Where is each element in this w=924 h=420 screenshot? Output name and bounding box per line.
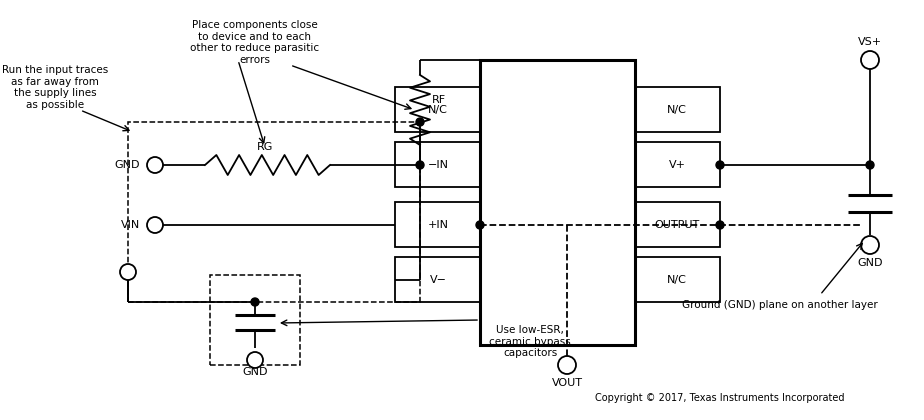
Text: N/C: N/C [428, 105, 448, 115]
Circle shape [716, 221, 724, 229]
Bar [395, 257, 480, 302]
Bar [635, 202, 720, 247]
Circle shape [147, 157, 163, 173]
Bar [395, 142, 480, 187]
Circle shape [861, 236, 879, 254]
Text: GND: GND [857, 258, 882, 268]
Circle shape [476, 221, 484, 229]
Text: +IN: +IN [428, 220, 448, 230]
Circle shape [147, 217, 163, 233]
Text: VIN: VIN [121, 220, 140, 230]
Text: Copyright © 2017, Texas Instruments Incorporated: Copyright © 2017, Texas Instruments Inco… [595, 393, 845, 403]
Text: N/C: N/C [667, 275, 687, 285]
Text: Place components close
to device and to each
other to reduce parasitic
errors: Place components close to device and to … [190, 20, 320, 65]
Text: −IN: −IN [428, 160, 448, 170]
Circle shape [416, 161, 424, 169]
Text: GND: GND [242, 367, 268, 377]
Bar [128, 122, 420, 302]
Text: V+: V+ [668, 160, 686, 170]
Circle shape [866, 161, 874, 169]
Text: Run the input traces
as far away from
the supply lines
as possible: Run the input traces as far away from th… [2, 65, 108, 110]
Circle shape [861, 51, 879, 69]
Bar [635, 257, 720, 302]
Circle shape [558, 356, 576, 374]
Bar [395, 87, 480, 132]
Circle shape [416, 118, 424, 126]
Bar [210, 275, 300, 365]
Bar [480, 60, 635, 345]
Circle shape [247, 352, 263, 368]
Text: RG: RG [257, 142, 274, 152]
Bar [395, 202, 480, 247]
Text: V−: V− [430, 275, 446, 285]
Text: Use low-ESR,
ceramic bypass
capacitors: Use low-ESR, ceramic bypass capacitors [489, 325, 571, 358]
Text: VS+: VS+ [858, 37, 882, 47]
Text: RF: RF [432, 95, 446, 105]
Circle shape [716, 161, 724, 169]
Circle shape [251, 298, 259, 306]
Bar [635, 142, 720, 187]
Text: GND: GND [115, 160, 140, 170]
Text: OUTPUT: OUTPUT [654, 220, 699, 230]
Text: Ground (GND) plane on another layer: Ground (GND) plane on another layer [682, 300, 878, 310]
Circle shape [120, 264, 136, 280]
Text: VOUT: VOUT [552, 378, 582, 388]
Bar [635, 87, 720, 132]
Text: N/C: N/C [667, 105, 687, 115]
